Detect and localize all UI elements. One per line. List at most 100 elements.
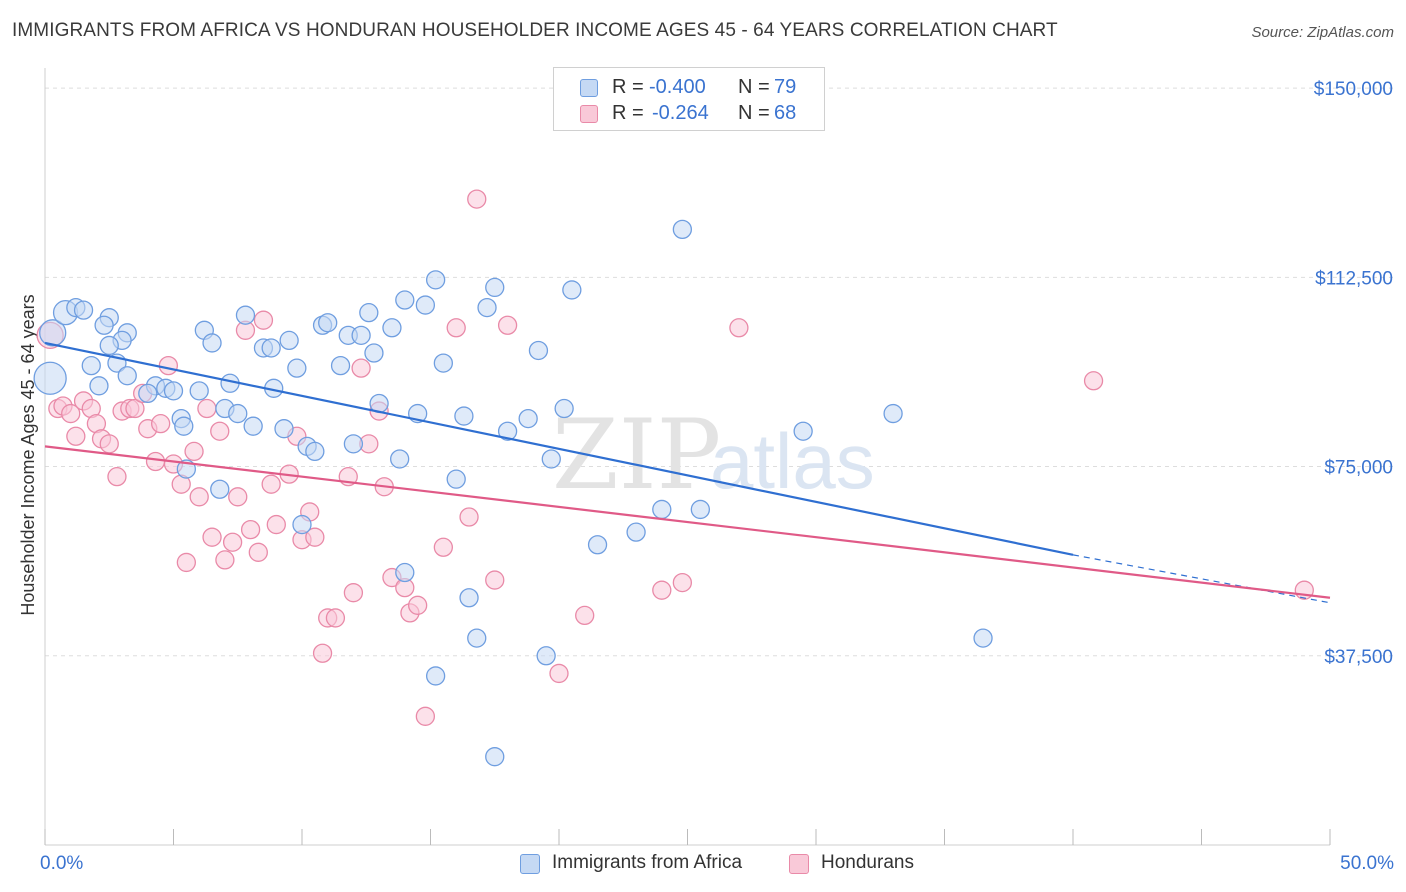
legend-r-label: R =	[612, 102, 644, 124]
legend-row-africa: R = -0.400 N = 79	[554, 76, 824, 102]
hondurans-point	[672, 572, 693, 593]
africa-point	[163, 381, 184, 401]
bottom-legend-swatch-africa	[520, 854, 540, 874]
legend-row-hondurans: R = -0.264 N = 68	[554, 102, 824, 128]
africa-point	[395, 290, 415, 310]
africa-point	[359, 302, 379, 323]
hondurans-point	[145, 451, 166, 472]
hondurans-point	[215, 550, 235, 570]
chart-title: IMMIGRANTS FROM AFRICA VS HONDURAN HOUSE…	[12, 20, 1058, 41]
hondurans-point	[202, 527, 222, 547]
bottom-legend-label-africa: Immigrants from Africa	[552, 852, 743, 873]
africa-point	[364, 343, 384, 363]
hondurans-point	[459, 507, 479, 527]
hondurans-trend-line	[44, 445, 1331, 599]
africa-point	[395, 562, 415, 583]
hondurans-point	[176, 552, 197, 573]
africa-point	[138, 383, 158, 404]
africa-point	[562, 280, 582, 300]
hondurans-point	[575, 605, 595, 626]
africa-point	[189, 381, 209, 401]
africa-point	[202, 333, 222, 353]
africa-point	[228, 403, 248, 424]
y-axis-label-group: Householder Income Ages 45 - 64 years	[18, 294, 38, 615]
hondurans-point	[407, 595, 428, 615]
hondurans-point	[415, 706, 436, 726]
africa-point	[274, 419, 294, 439]
hondurans-point	[729, 318, 749, 338]
watermark-zip: ZIP	[552, 399, 721, 511]
africa-point	[81, 355, 101, 376]
africa-point	[343, 434, 364, 454]
legend-n-label: N =	[738, 76, 770, 98]
africa-point	[390, 449, 410, 469]
hondurans-point	[61, 403, 81, 424]
hondurans-point	[240, 519, 261, 540]
legend-n-label: N =	[738, 102, 770, 124]
hondurans-point	[485, 570, 505, 590]
africa-point	[485, 747, 505, 767]
africa-point	[73, 300, 94, 320]
africa-point	[382, 318, 402, 338]
hondurans-point	[107, 466, 127, 487]
africa-point	[117, 366, 137, 386]
hondurans-point	[253, 310, 274, 330]
africa-point	[518, 408, 538, 429]
africa-point	[454, 406, 474, 426]
africa-point	[459, 588, 479, 608]
hondurans-point	[467, 189, 487, 209]
bottom-legend-label-hondurans: Hondurans	[821, 852, 914, 873]
hondurans-point	[66, 426, 86, 446]
africa-point	[305, 441, 325, 462]
africa-trend-line	[44, 341, 1074, 556]
africa-point	[973, 628, 993, 648]
hondurans-point	[549, 663, 569, 684]
hondurans-point	[266, 514, 286, 535]
africa-point	[446, 469, 466, 489]
hondurans-point	[248, 542, 268, 562]
africa-point	[626, 522, 646, 542]
africa-point	[287, 358, 307, 378]
hondurans-point	[184, 441, 204, 462]
hondurans-point	[210, 421, 230, 441]
grid-lines	[45, 87, 1395, 657]
hondurans-point	[497, 315, 518, 335]
africa-point	[587, 535, 608, 555]
legend-n-value: 68	[774, 102, 797, 124]
africa-point	[351, 325, 371, 345]
africa-point	[536, 646, 556, 666]
hondurans-point	[305, 527, 325, 547]
hondurans-point	[325, 608, 346, 628]
hondurans-point	[222, 532, 243, 552]
watermark-atlas: atlas	[710, 417, 875, 505]
x-tick-label: 50.0%	[1340, 853, 1394, 874]
africa-point	[292, 514, 312, 535]
hondurans-point	[446, 318, 466, 338]
hondurans-point	[351, 358, 371, 378]
africa-point	[554, 398, 574, 419]
africa-point	[793, 421, 813, 441]
trend-lines	[44, 341, 1331, 604]
watermark: ZIP atlas	[552, 399, 875, 511]
africa-point	[39, 319, 67, 347]
x-tick-label: 0.0%	[40, 853, 83, 874]
bottom-legend-swatch-hondurans	[789, 854, 809, 874]
hondurans-point	[312, 643, 333, 663]
africa-point	[690, 499, 710, 520]
africa-point	[99, 335, 119, 356]
africa-point	[467, 628, 487, 648]
africa-point	[477, 297, 497, 318]
hondurans-point	[261, 474, 281, 494]
hondurans-point	[433, 537, 454, 557]
africa-point	[485, 277, 505, 298]
stats-legend: R = -0.400 N = 79 R = -0.264 N = 68	[553, 67, 825, 131]
y-tick-label: $75,000	[1324, 458, 1393, 479]
hondurans-point	[99, 434, 119, 454]
hondurans-point	[228, 487, 248, 507]
hondurans-point	[1083, 371, 1104, 391]
africa-point	[33, 361, 67, 395]
hondurans-point	[125, 398, 145, 419]
africa-point	[235, 305, 256, 325]
hondurans-point	[652, 580, 672, 600]
